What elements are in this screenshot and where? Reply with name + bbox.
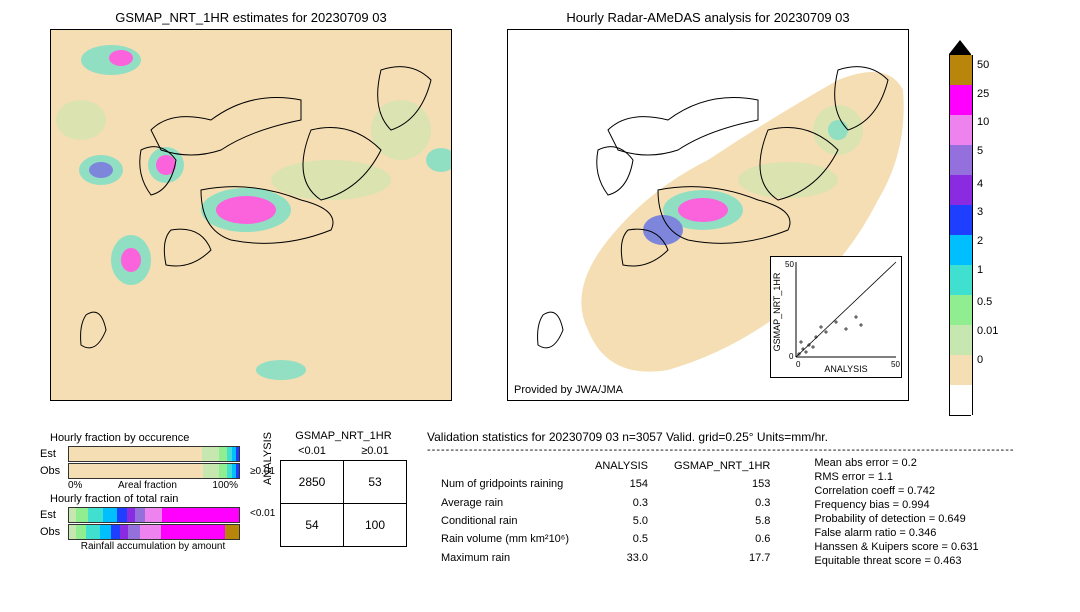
attribution: Provided by JWA/JMA xyxy=(514,384,623,396)
svg-text:0: 0 xyxy=(796,360,801,369)
svg-text:50: 50 xyxy=(785,260,794,269)
contingency-table: <0.01≥0.01 285053 54100 xyxy=(280,442,407,547)
totalrain-title: Hourly fraction of total rain xyxy=(50,493,260,505)
occurrence-est-bar xyxy=(68,446,240,462)
svg-text:ANALYSIS: ANALYSIS xyxy=(824,364,867,374)
stats-panel: Validation statistics for 20230709 03 n=… xyxy=(427,430,1070,568)
left-map-panel: GSMAP_NRT_1HR estimates for 20230709 03 xyxy=(50,10,452,410)
colorbar: 502510543210.50.010 xyxy=(949,40,971,410)
occurrence-obs-bar xyxy=(68,463,240,479)
right-map-panel: Hourly Radar-AMeDAS analysis for 2023070… xyxy=(507,10,909,410)
main-row: GSMAP_NRT_1HR estimates for 20230709 03 xyxy=(10,10,1070,410)
svg-text:50: 50 xyxy=(891,360,900,369)
totalrain-est-bar xyxy=(68,507,240,523)
divider: ----------------------------------------… xyxy=(427,444,1070,456)
totalrain-obs-bar xyxy=(68,524,240,540)
stats-title: Validation statistics for 20230709 03 n=… xyxy=(427,430,1070,444)
hourly-fraction-panel: Hourly fraction by occurence Est Obs 0%A… xyxy=(40,430,260,568)
svg-text:0: 0 xyxy=(789,352,794,361)
left-map-title: GSMAP_NRT_1HR estimates for 20230709 03 xyxy=(50,10,452,25)
scatter-inset: ANALYSIS GSMAP_NRT_1HR 0 50 50 0 xyxy=(770,256,902,378)
occurrence-title: Hourly fraction by occurence xyxy=(50,432,260,444)
svg-text:GSMAP_NRT_1HR: GSMAP_NRT_1HR xyxy=(772,272,782,351)
stats-metrics: Mean abs error = 0.2RMS error = 1.1Corre… xyxy=(814,456,978,568)
stats-table: ANALYSISGSMAP_NRT_1HR Num of gridpoints … xyxy=(427,456,784,568)
bottom-row: Hourly fraction by occurence Est Obs 0%A… xyxy=(10,430,1070,568)
right-map: ANALYSIS GSMAP_NRT_1HR 0 50 50 0 Provide… xyxy=(507,29,909,401)
contingency-panel: GSMAP_NRT_1HR <0.01≥0.01 285053 54100 AN… xyxy=(280,430,407,568)
left-map: 25°N30°N35°N40°N45°N125°E130°E135°E140°E… xyxy=(50,29,452,401)
left-map-svg xyxy=(51,30,451,400)
right-map-title: Hourly Radar-AMeDAS analysis for 2023070… xyxy=(507,10,909,25)
